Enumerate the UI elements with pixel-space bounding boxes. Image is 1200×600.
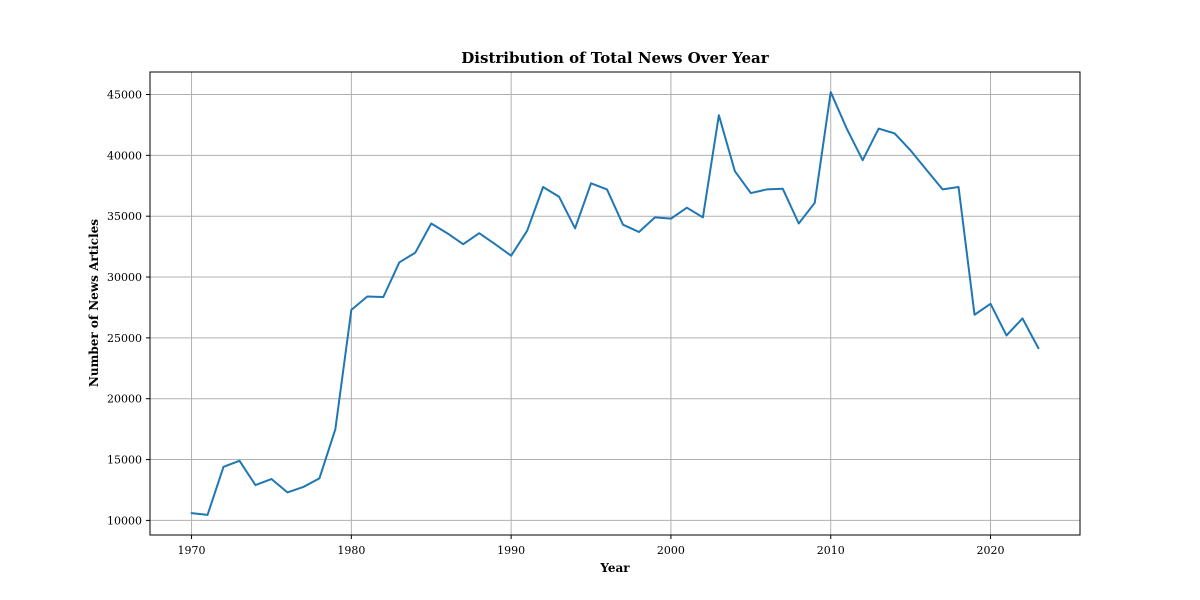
- y-tick-label: 45000: [107, 89, 142, 102]
- x-axis-label: Year: [599, 561, 630, 575]
- y-axis-label: Number of News Articles: [87, 219, 101, 387]
- y-tick-label: 25000: [107, 332, 142, 345]
- series-layer: [190, 91, 1040, 516]
- y-tick-label: 35000: [107, 210, 142, 223]
- y-tick-label: 40000: [107, 149, 142, 162]
- x-tick-label: 2000: [657, 544, 685, 557]
- axis-ticks: 1970 1980 1990 2000 2010 2020 10000 15000 20000 2…: [107, 89, 1005, 557]
- x-tick-label: 2020: [977, 544, 1005, 557]
- y-tick-label: 15000: [107, 454, 142, 467]
- plot-frame: [149, 71, 1081, 536]
- y-tick-label: 20000: [107, 393, 142, 406]
- series-line: [190, 91, 1040, 516]
- x-tick-label: 2010: [817, 544, 845, 557]
- x-tick-label: 1980: [337, 544, 365, 557]
- y-tick-label: 30000: [107, 271, 142, 284]
- y-tick-label: 10000: [107, 514, 142, 527]
- chart-title: Distribution of Total News Over Year: [461, 49, 769, 67]
- x-tick-label: 1970: [178, 544, 206, 557]
- x-tick-label: 1990: [497, 544, 525, 557]
